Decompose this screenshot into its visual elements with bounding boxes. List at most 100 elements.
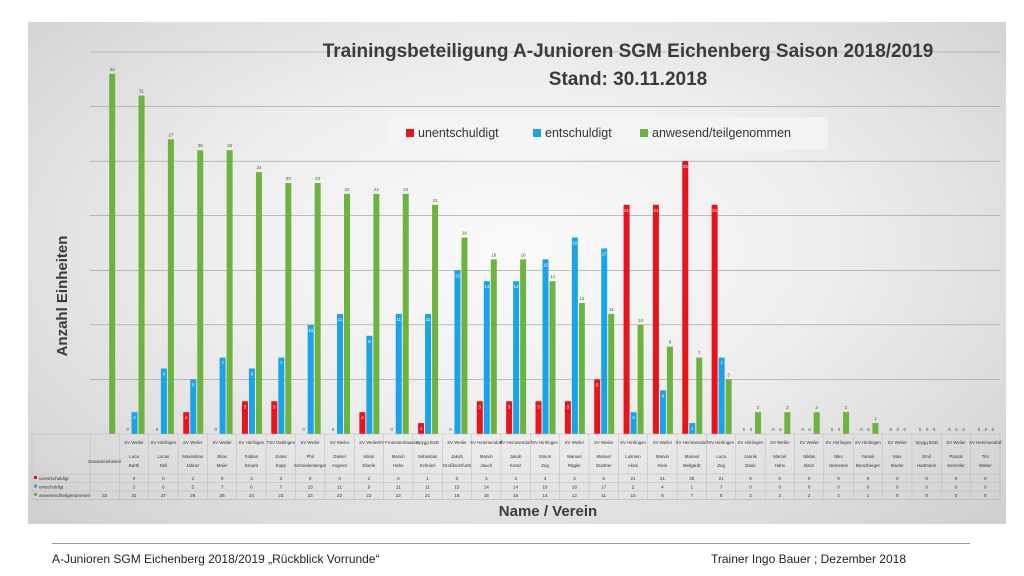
legend-label: anwesend/teilgenommen — [652, 126, 791, 140]
table-club-label: SV Hirrlingen — [620, 440, 646, 445]
table-first-name: Jonas — [275, 454, 288, 459]
table-value-cell: 0 — [896, 485, 899, 490]
bar — [418, 423, 425, 434]
bar-value-label: 26 — [227, 143, 233, 148]
table-last-name: Akssi — [628, 463, 639, 468]
table-value-cell: 17 — [601, 485, 607, 490]
table-value-cell: 0 — [984, 493, 987, 498]
table-club-label: SV Weiler — [330, 440, 350, 445]
bar — [666, 346, 673, 434]
bar — [219, 357, 226, 434]
legend-label: entschuldigt — [545, 126, 612, 140]
bar — [432, 204, 439, 434]
table-value-cell: 0 — [808, 485, 811, 490]
table-first-name: Pascal — [949, 454, 962, 459]
bar-value-label: 14 — [484, 284, 490, 289]
table-club-label: TSV Dettingen — [267, 440, 296, 445]
bar-value-label: 0 — [933, 427, 936, 432]
bar-value-label: 1 — [874, 416, 877, 421]
bar — [344, 193, 351, 434]
table-value-cell: 0 — [837, 476, 840, 481]
bar-value-label: 5 — [727, 372, 730, 377]
table-last-name: Angerer — [332, 463, 348, 468]
table-value-cell: 24 — [249, 493, 255, 498]
table-club-label: SV Weiler — [799, 440, 819, 445]
bar-value-label: 11 — [609, 307, 614, 312]
bar — [513, 281, 520, 434]
table-value-cell: 27 — [161, 493, 167, 498]
table-first-name: Maximilian — [182, 454, 203, 459]
table-value-cell: 3 — [280, 476, 283, 481]
bar-value-label: 0 — [332, 427, 335, 432]
bar-value-label: 21 — [433, 198, 439, 203]
table-value-cell: 0 — [808, 476, 811, 481]
bar — [138, 95, 145, 435]
bar-value-label: 17 — [602, 251, 608, 256]
table-value-cell: 7 — [221, 485, 224, 490]
table-club-label: SV Weiler — [946, 440, 966, 445]
table-first-name: Lukmen — [625, 454, 641, 459]
bar — [278, 357, 285, 434]
table-last-name: Jauch — [480, 463, 492, 468]
table-club-label: SV Weiler — [212, 440, 232, 445]
bar-value-label: 0 — [750, 427, 753, 432]
table-last-name: Kapp — [276, 463, 287, 468]
table-value-cell: 0 — [925, 485, 928, 490]
bar-value-label: 21 — [712, 208, 718, 213]
table-value-cell: 4 — [661, 485, 664, 490]
table-value-cell: 11 — [425, 485, 430, 490]
table-value-cell: 1 — [690, 485, 693, 490]
table-first-name: Max — [893, 454, 902, 459]
bar — [564, 401, 571, 434]
table-value-cell: 7 — [690, 493, 693, 498]
table-value-cell: 18 — [572, 485, 578, 490]
table-club-label: SV Weiler — [447, 440, 467, 445]
bar — [490, 259, 497, 434]
table-first-name: Kilian — [363, 454, 374, 459]
bar-value-label: 6 — [251, 372, 254, 377]
table-last-name: Günther — [596, 463, 612, 468]
table-club-label: SV Hirrlingen — [708, 440, 734, 445]
table-first-name: Yannik — [861, 454, 875, 459]
table-last-name: Kranz — [510, 463, 521, 468]
table-last-name: Zug — [541, 463, 549, 468]
table-value-cell: 26 — [190, 493, 196, 498]
table-last-name: Walter — [979, 463, 992, 468]
bar-value-label: 0 — [156, 427, 159, 432]
bar — [183, 412, 190, 434]
bar-value-label: 0 — [890, 427, 893, 432]
table-value-cell: 3 — [514, 476, 517, 481]
table-last-name: Schmalenberger — [294, 463, 327, 468]
bar — [160, 368, 167, 434]
bar-value-label: 0 — [214, 427, 217, 432]
bar-value-label: 0 — [962, 427, 965, 432]
bar — [630, 412, 637, 434]
table-club-label: SV Hirrlingen — [738, 440, 764, 445]
table-value-cell: 21 — [631, 476, 637, 481]
table-club-label: SV Weiler — [653, 440, 673, 445]
bar — [637, 324, 644, 434]
bar-value-label: 14 — [550, 274, 556, 279]
table-value-cell: 0 — [896, 476, 899, 481]
table-club-label: SV Hirrlingen — [532, 440, 558, 445]
table-value-cell: 0 — [456, 476, 459, 481]
table-row-swatch — [34, 493, 37, 496]
bar-value-label: 12 — [579, 296, 585, 301]
bar-value-label: 0 — [955, 427, 958, 432]
table-row-label: unentschuldigt — [39, 476, 69, 481]
bar-value-label: 0 — [978, 427, 981, 432]
bar — [718, 357, 725, 434]
bar — [285, 182, 292, 434]
bar-value-label: 2 — [815, 405, 818, 410]
table-first-name: Emil — [922, 454, 931, 459]
table-value-cell: 14 — [484, 485, 490, 490]
table-value-cell: 22 — [396, 493, 402, 498]
bar-value-label: 0 — [992, 427, 995, 432]
table-first-name: Phil — [306, 454, 313, 459]
chart-title: Trainingsbeteiligung A-Junioren SGM Eich… — [323, 41, 934, 62]
bar-value-label: 24 — [256, 165, 262, 170]
bar — [659, 390, 666, 434]
bar-value-label: 7 — [720, 361, 723, 366]
bar-value-label: 0 — [926, 427, 929, 432]
bar — [623, 204, 630, 434]
